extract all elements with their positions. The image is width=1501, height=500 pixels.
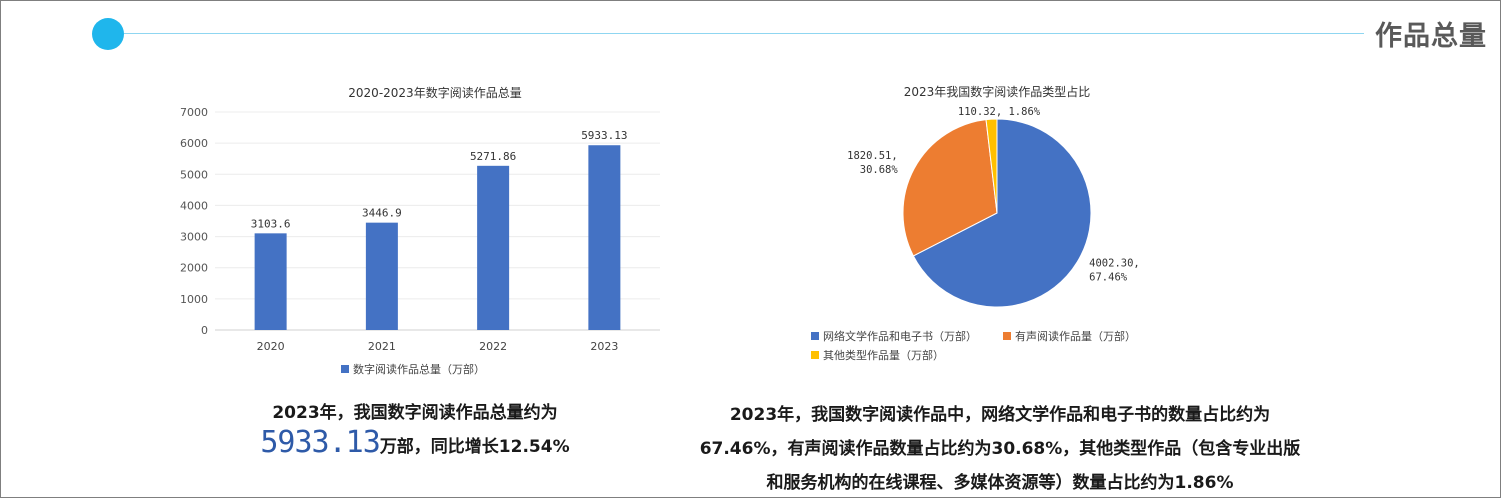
- bar-y-tick-label: 1000: [180, 293, 208, 306]
- bar-gridlines: [215, 111, 660, 331]
- bar-x-tick-label: 2020: [257, 340, 285, 353]
- bar-y-tick-label: 6000: [180, 137, 208, 150]
- bar-chart-title: 2020-2023年数字阅读作品总量: [348, 85, 521, 100]
- summary-left: 2023年，我国数字阅读作品总量约为 5933.13万部，同比增长12.54%: [230, 398, 600, 462]
- pie-chart-title: 2023年我国数字阅读作品类型占比: [904, 84, 1091, 99]
- header-divider: [124, 33, 1364, 34]
- bar-data-label: 5933.13: [581, 129, 627, 142]
- bar-x-tick-label: 2022: [479, 340, 507, 353]
- pie-data-label: 1820.51,: [847, 150, 898, 162]
- pie-data-label: 67.46%: [1089, 271, 1128, 283]
- summary-left-line2-rest: 万部，同比增长12.54%: [379, 437, 570, 457]
- pie-slice: [985, 118, 998, 214]
- bar: [588, 145, 621, 330]
- bar-x-tick-label: 2023: [590, 340, 618, 353]
- bar: [254, 233, 287, 330]
- bar-y-tick-label: 0: [201, 324, 208, 337]
- bar-y-axis: 0 1000 2000 3000 4000 5000 6000 7000: [180, 106, 208, 337]
- pie-legend-label-1: 有声阅读作品量（万部）: [1015, 329, 1136, 343]
- bar-y-tick-label: 7000: [180, 106, 208, 119]
- pie-slice: [902, 119, 998, 257]
- summary-left-line2: 5933.13万部，同比增长12.54%: [230, 428, 600, 462]
- pie-data-labels: 4002.30, 67.46% 1820.51, 30.68% 110.32, 1.86…: [847, 106, 1140, 283]
- pie-data-label: 110.32, 1.86%: [958, 106, 1041, 118]
- header-dot-icon: [92, 18, 124, 50]
- pie-slices: [902, 118, 1092, 308]
- bar-y-tick-label: 2000: [180, 262, 208, 275]
- bar-series: 3103.6 3446.9 5271.86 5933.13: [251, 129, 628, 330]
- bar-chart: 2020-2023年数字阅读作品总量 0 1000 2000 3000 4000 5000…: [180, 85, 660, 376]
- summary-right-line3: 和服务机构的在线课程、多媒体资源等）数量占比约为1.86%: [766, 473, 1234, 493]
- summary-right: 2023年，我国数字阅读作品中，网络文学作品和电子书的数量占比约为 67.46%…: [650, 398, 1350, 500]
- bar-data-label: 5271.86: [470, 150, 516, 163]
- summary-right-line1: 2023年，我国数字阅读作品中，网络文学作品和电子书的数量占比约为: [729, 405, 1271, 425]
- bar-legend: 数字阅读作品总量（万部）: [341, 362, 485, 376]
- total-works-number: 5933.13: [260, 425, 380, 460]
- pie-legend-label-0: 网络文学作品和电子书（万部）: [823, 329, 977, 343]
- pie-data-label: 4002.30,: [1089, 257, 1140, 269]
- bar-y-tick-label: 3000: [180, 231, 208, 244]
- bar-x-tick-label: 2021: [368, 340, 396, 353]
- pie-slice: [912, 118, 1092, 308]
- bar-data-label: 3446.9: [362, 207, 402, 220]
- bar-legend-label: 数字阅读作品总量（万部）: [353, 362, 485, 376]
- summary-right-line2: 67.46%，有声阅读作品数量占比约为30.68%，其他类型作品（包含专业出版: [699, 439, 1301, 459]
- bar-data-label: 3103.6: [251, 217, 291, 230]
- page-title: 作品总量: [1375, 21, 1487, 52]
- pie-chart: 2023年我国数字阅读作品类型占比 4002.30, 67.46% 1820.51,…: [811, 84, 1140, 362]
- summary-left-line1: 2023年，我国数字阅读作品总量约为: [272, 403, 558, 423]
- pie-legend-swatch-2: [811, 351, 819, 359]
- pie-legend: 网络文学作品和电子书（万部） 有声阅读作品量（万部） 其他类型作品量（万部）: [811, 329, 1136, 362]
- bar-x-axis: 2020 2021 2022 2023: [257, 340, 619, 353]
- pie-legend-label-2: 其他类型作品量（万部）: [823, 348, 944, 362]
- pie-data-label: 30.68%: [860, 164, 899, 176]
- pie-legend-swatch-1: [1003, 332, 1011, 340]
- pie-legend-swatch-0: [811, 332, 819, 340]
- bar-y-tick-label: 4000: [180, 199, 208, 212]
- bar: [477, 165, 510, 330]
- bar-legend-swatch: [341, 365, 349, 373]
- bar: [365, 222, 398, 330]
- bar-y-tick-label: 5000: [180, 168, 208, 181]
